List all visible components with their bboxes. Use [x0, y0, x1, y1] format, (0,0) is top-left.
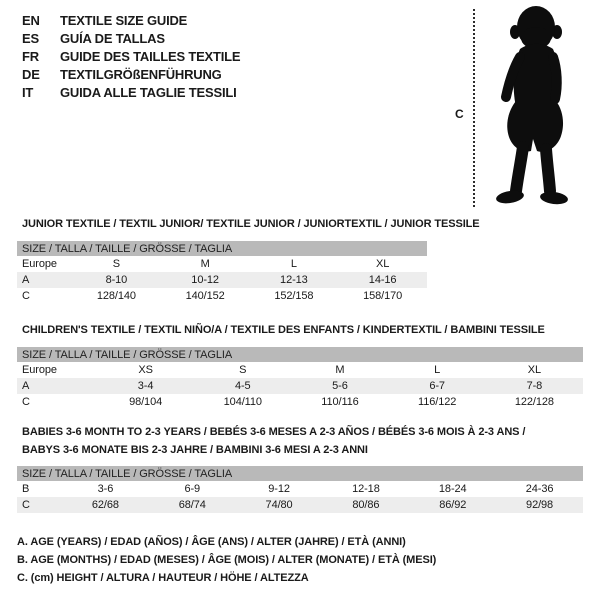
language-code: DE: [22, 66, 40, 82]
cell-value: S: [112, 258, 120, 270]
cell-value: 5-6: [291, 378, 389, 394]
table-row: C 62/68 68/74 74/80 80/86 86/92 92/98: [17, 497, 583, 513]
size-table: SIZE / TALLA / TAILLE / GRÖSSE / TAGLIA E…: [17, 347, 583, 410]
table-title-line: BABIES 3-6 MONTH TO 2-3 YEARS / BEBÉS 3-…: [22, 426, 526, 438]
cell-value: L: [434, 364, 441, 376]
cell-value: 122/128: [514, 396, 554, 408]
row-label: C: [17, 497, 62, 513]
cell-value: 80/86: [322, 497, 410, 513]
row-label: Europe: [22, 364, 57, 376]
table-row: A 8-10 10-12 12-13 14-16: [17, 272, 427, 288]
cell-value: 18-24: [438, 483, 467, 495]
size-header-row: SIZE / TALLA / TAILLE / GRÖSSE / TAGLIA: [17, 466, 583, 481]
legend-note-line: C. (cm) HEIGHT / ALTURA / HAUTEUR / HÖHE…: [17, 572, 309, 584]
table-title-line: CHILDREN'S TEXTILE / TEXTIL NIÑO/A / TEX…: [22, 324, 545, 336]
cell-value: 3-6: [97, 483, 114, 495]
language-code: IT: [22, 84, 34, 100]
size-header-cell: SIZE / TALLA / TAILLE / GRÖSSE / TAGLIA: [17, 466, 583, 481]
cell-value: 128/140: [96, 290, 136, 302]
table-title: JUNIOR TEXTILE / TEXTIL JUNIOR/ TEXTILE …: [22, 215, 480, 233]
language-code: EN: [22, 12, 40, 28]
language-title: GUIDA ALLE TAGLIE TESSILI: [60, 84, 237, 100]
cell-value: 12-13: [249, 272, 339, 288]
legend-notes: A. AGE (YEARS) / EDAD (AÑOS) / ÂGE (ANS)…: [17, 533, 436, 587]
height-measure-label: C: [455, 107, 464, 121]
cell-value: M: [200, 258, 210, 270]
size-table: SIZE / TALLA / TAILLE / GRÖSSE / TAGLIA E…: [17, 241, 427, 304]
row-label: C: [22, 396, 30, 408]
row-label: A: [17, 272, 72, 288]
table-row: Europe S M L XL: [17, 256, 427, 272]
height-measure-dotted-line: [473, 9, 475, 207]
size-header-row: SIZE / TALLA / TAILLE / GRÖSSE / TAGLIA: [17, 347, 583, 362]
table-title-line: BABYS 3-6 MONATE BIS 2-3 JAHRE / BAMBINI…: [22, 444, 368, 456]
cell-value: XS: [138, 364, 153, 376]
cell-value: 10-12: [160, 272, 250, 288]
table-row: C 128/140 140/152 152/158 158/170: [17, 288, 427, 304]
language-title: TEXTILGRÖßENFÜHRUNG: [60, 66, 222, 82]
cell-value: 140/152: [185, 290, 225, 302]
cell-value: 8-10: [72, 272, 161, 288]
cell-value: S: [239, 364, 247, 376]
cell-value: 116/122: [418, 396, 457, 408]
baby-silhouette-icon: [496, 6, 568, 205]
cell-value: 92/98: [496, 497, 583, 513]
cell-value: 6-9: [184, 483, 201, 495]
language-title: GUIDE DES TAILLES TEXTILE: [60, 48, 241, 64]
language-row: ES GUÍA DE TALLAS: [22, 29, 240, 47]
cell-value: 74/80: [235, 497, 323, 513]
cell-value: 4-5: [194, 378, 292, 394]
language-code: FR: [22, 48, 39, 64]
language-title: GUÍA DE TALLAS: [60, 30, 165, 46]
cell-value: XL: [527, 364, 541, 376]
language-title: TEXTILE SIZE GUIDE: [60, 12, 188, 28]
size-header-cell: SIZE / TALLA / TAILLE / GRÖSSE / TAGLIA: [17, 241, 427, 256]
cell-value: 158/170: [363, 290, 403, 302]
cell-value: 110/116: [321, 396, 359, 408]
table-title-line: JUNIOR TEXTILE / TEXTIL JUNIOR/ TEXTILE …: [22, 218, 480, 230]
size-table: SIZE / TALLA / TAILLE / GRÖSSE / TAGLIA B…: [17, 466, 583, 513]
size-header-cell: SIZE / TALLA / TAILLE / GRÖSSE / TAGLIA: [17, 347, 583, 362]
table-title: BABIES 3-6 MONTH TO 2-3 YEARS / BEBÉS 3-…: [22, 423, 525, 459]
cell-value: 98/104: [129, 396, 163, 408]
language-row: EN TEXTILE SIZE GUIDE: [22, 11, 240, 29]
cell-value: M: [335, 364, 345, 376]
cell-value: 3-4: [97, 378, 195, 394]
cell-value: 9-12: [268, 483, 290, 495]
cell-value: 86/92: [409, 497, 497, 513]
row-label: Europe: [22, 258, 57, 270]
cell-value: 68/74: [148, 497, 236, 513]
cell-value: 24-36: [525, 483, 554, 495]
language-row: DE TEXTILGRÖßENFÜHRUNG: [22, 65, 240, 83]
table-row: C 98/104 104/110 110/116 116/122 122/128: [17, 394, 583, 410]
cell-value: 104/110: [223, 396, 262, 408]
language-code: ES: [22, 30, 39, 46]
table-row: A 3-4 4-5 5-6 6-7 7-8: [17, 378, 583, 394]
cell-value: XL: [375, 258, 390, 270]
language-row: FR GUIDE DES TAILLES TEXTILE: [22, 47, 241, 65]
legend-note-line: B. AGE (MONTHS) / EDAD (MESES) / ÂGE (MO…: [17, 554, 437, 566]
cell-value: 6-7: [388, 378, 486, 394]
row-label: A: [17, 378, 97, 394]
table-title: CHILDREN'S TEXTILE / TEXTIL NIÑO/A / TEX…: [22, 321, 545, 339]
cell-value: 7-8: [485, 378, 583, 394]
cell-value: 62/68: [62, 497, 149, 513]
row-label: B: [22, 483, 30, 495]
cell-value: 152/158: [274, 290, 314, 302]
language-row: IT GUIDA ALLE TAGLIE TESSILI: [22, 83, 240, 101]
table-row: B 3-6 6-9 9-12 12-18 18-24 24-36: [17, 481, 583, 497]
cell-value: L: [290, 258, 297, 270]
cell-value: 12-18: [352, 483, 380, 495]
legend-note-line: A. AGE (YEARS) / EDAD (AÑOS) / ÂGE (ANS)…: [17, 536, 406, 548]
size-header-row: SIZE / TALLA / TAILLE / GRÖSSE / TAGLIA: [17, 241, 427, 256]
language-list: EN TEXTILE SIZE GUIDE ES GUÍA DE TALLAS FR GU…: [22, 11, 241, 101]
cell-value: 14-16: [338, 272, 427, 288]
row-label: C: [22, 290, 30, 302]
table-row: Europe XS S M L XL: [17, 362, 583, 378]
